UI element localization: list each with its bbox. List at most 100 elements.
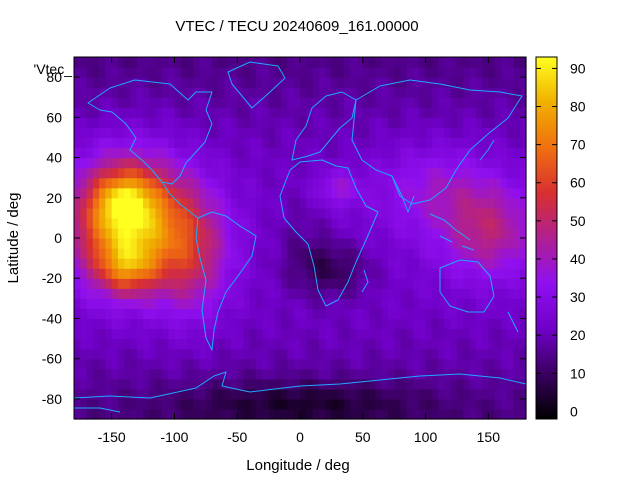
heatmap-cell	[99, 117, 106, 128]
heatmap-cell	[337, 207, 345, 219]
heatmap-cell	[243, 67, 251, 78]
heatmap-cell	[149, 408, 157, 420]
heatmap-cell	[356, 57, 364, 68]
heatmap-cell	[174, 358, 182, 370]
heatmap-cell	[444, 308, 452, 320]
heatmap-cell	[155, 398, 163, 410]
heatmap-cell	[300, 117, 307, 128]
heatmap-cell	[500, 117, 508, 128]
heatmap-cell	[193, 408, 201, 420]
heatmap-cell	[117, 187, 125, 199]
heatmap-cell	[287, 197, 295, 209]
heatmap-cell	[218, 67, 226, 78]
heatmap-cell	[381, 177, 389, 189]
heatmap-cell	[180, 308, 188, 320]
heatmap-cell	[74, 268, 81, 279]
heatmap-cell	[80, 197, 88, 209]
heatmap-cell	[187, 97, 194, 108]
heatmap-cell	[488, 398, 496, 410]
heatmap-cell	[86, 187, 94, 199]
heatmap-cell	[475, 147, 483, 159]
heatmap-cell	[237, 207, 245, 219]
heatmap-cell	[387, 358, 395, 370]
heatmap-cell	[312, 77, 320, 88]
heatmap-cell	[124, 298, 132, 309]
heatmap-cell	[136, 388, 144, 400]
heatmap-cell	[331, 368, 339, 380]
heatmap-cell	[80, 107, 88, 118]
heatmap-cell	[136, 378, 144, 390]
heatmap-cell	[105, 308, 113, 320]
heatmap-cell	[130, 77, 138, 88]
heatmap-cell	[187, 358, 194, 370]
heatmap-cell	[456, 97, 464, 108]
heatmap-cell	[99, 268, 106, 279]
heatmap-cell	[519, 318, 527, 330]
heatmap-cell	[281, 278, 289, 289]
heatmap-cell	[513, 368, 521, 380]
heatmap-cell	[306, 328, 314, 340]
heatmap-cell	[249, 378, 257, 390]
heatmap-cell	[369, 338, 376, 350]
heatmap-cell	[168, 378, 176, 390]
heatmap-cell	[356, 408, 364, 420]
heatmap-cell	[438, 137, 445, 149]
heatmap-cell	[469, 348, 477, 360]
heatmap-cell	[494, 278, 502, 289]
heatmap-cell	[193, 288, 201, 299]
heatmap-cell	[281, 227, 289, 239]
heatmap-cell	[92, 167, 100, 179]
heatmap-cell	[300, 87, 307, 98]
heatmap-cell	[262, 107, 270, 118]
heatmap-cell	[375, 248, 383, 259]
heatmap-cell	[155, 177, 163, 189]
heatmap-cell	[256, 238, 263, 249]
heatmap-cell	[312, 87, 320, 98]
heatmap-cell	[325, 328, 332, 340]
heatmap-cell	[337, 308, 345, 320]
heatmap-cell	[111, 358, 119, 370]
heatmap-cell	[99, 77, 106, 88]
heatmap-cell	[356, 177, 364, 189]
heatmap-cell	[268, 157, 276, 169]
heatmap-cell	[425, 187, 433, 199]
heatmap-cell	[456, 207, 464, 219]
heatmap-cell	[400, 338, 408, 350]
heatmap-cell	[325, 117, 332, 128]
heatmap-cell	[400, 207, 408, 219]
heatmap-cell	[369, 97, 376, 108]
heatmap-cell	[199, 57, 207, 68]
heatmap-cell	[419, 388, 427, 400]
heatmap-cell	[507, 207, 515, 219]
heatmap-cell	[287, 368, 295, 380]
heatmap-cell	[494, 388, 502, 400]
heatmap-cell	[199, 248, 207, 259]
heatmap-cell	[268, 97, 276, 108]
heatmap-cell	[274, 87, 282, 98]
heatmap-cell	[369, 288, 376, 299]
heatmap-cell	[249, 107, 257, 118]
heatmap-cell	[406, 67, 414, 78]
heatmap-cell	[318, 57, 326, 68]
heatmap-cell	[243, 157, 251, 169]
heatmap-cell	[394, 338, 402, 350]
heatmap-cell	[482, 278, 489, 289]
heatmap-cell	[463, 408, 471, 420]
heatmap-cell	[199, 278, 207, 289]
heatmap-cell	[387, 147, 395, 159]
heatmap-cell	[469, 268, 477, 279]
heatmap-cell	[507, 87, 515, 98]
heatmap-cell	[456, 177, 464, 189]
heatmap-cell	[111, 167, 119, 179]
heatmap-cell	[212, 97, 219, 108]
heatmap-cell	[438, 97, 445, 108]
heatmap-cell	[99, 258, 106, 269]
heatmap-cell	[218, 238, 226, 249]
heatmap-cell	[287, 227, 295, 239]
heatmap-cell	[356, 388, 364, 400]
heatmap-cell	[425, 328, 433, 340]
heatmap-cell	[394, 248, 402, 259]
heatmap-cell	[463, 117, 471, 128]
heatmap-cell	[413, 268, 420, 279]
heatmap-cell	[500, 177, 508, 189]
